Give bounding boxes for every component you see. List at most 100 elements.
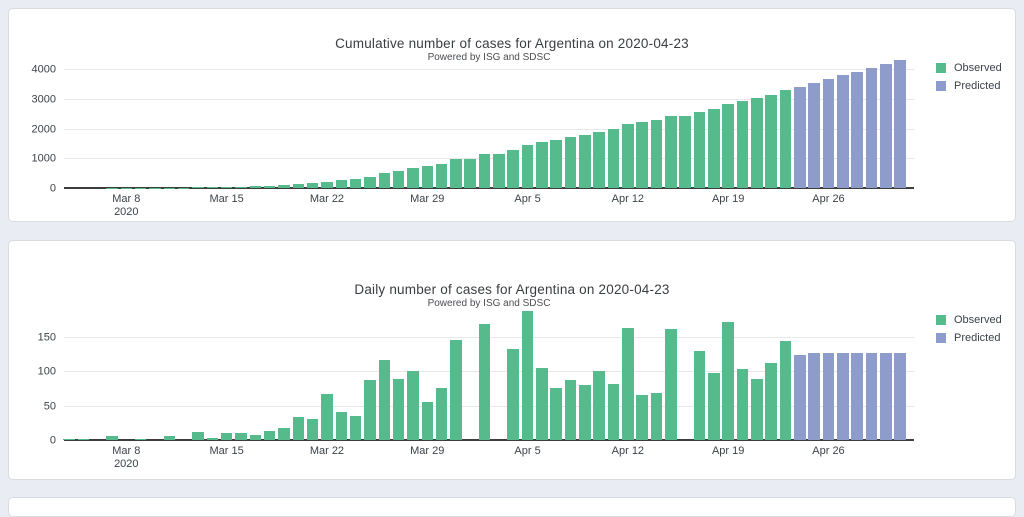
observed-bar[interactable] (407, 371, 419, 440)
predicted-bar[interactable] (894, 60, 906, 188)
predicted-bar[interactable] (866, 353, 878, 440)
observed-bar[interactable] (350, 179, 362, 188)
predicted-bar[interactable] (851, 72, 863, 188)
observed-bar[interactable] (164, 436, 176, 440)
observed-bar[interactable] (636, 395, 648, 440)
observed-bar[interactable] (379, 360, 391, 440)
observed-bar[interactable] (336, 412, 348, 440)
observed-bar[interactable] (751, 98, 763, 188)
predicted-bar[interactable] (808, 353, 820, 440)
observed-bar[interactable] (651, 393, 663, 440)
observed-bar[interactable] (593, 132, 605, 188)
observed-bar[interactable] (608, 129, 620, 188)
observed-bar[interactable] (192, 432, 204, 440)
observed-bar[interactable] (364, 177, 376, 188)
observed-bar[interactable] (608, 384, 620, 440)
observed-bar[interactable] (507, 349, 519, 440)
observed-bar[interactable] (135, 439, 147, 440)
observed-bar[interactable] (751, 379, 763, 440)
observed-bar[interactable] (235, 187, 247, 188)
observed-bar[interactable] (278, 185, 290, 188)
observed-bar[interactable] (364, 380, 376, 440)
observed-bar[interactable] (250, 186, 262, 188)
legend-item-predicted[interactable]: Predicted (936, 77, 1002, 95)
observed-bar[interactable] (436, 388, 448, 440)
observed-bar[interactable] (579, 385, 591, 440)
observed-bar[interactable] (464, 159, 476, 188)
observed-bar[interactable] (278, 428, 290, 440)
observed-bar[interactable] (665, 116, 677, 188)
observed-bar[interactable] (593, 371, 605, 440)
observed-bar[interactable] (379, 173, 391, 188)
legend-item-predicted[interactable]: Predicted (936, 329, 1002, 347)
observed-bar[interactable] (708, 109, 720, 188)
observed-bar[interactable] (679, 116, 691, 188)
observed-bar[interactable] (737, 369, 749, 440)
observed-bar[interactable] (493, 154, 505, 188)
observed-bar[interactable] (694, 351, 706, 440)
observed-bar[interactable] (622, 124, 634, 188)
observed-bar[interactable] (479, 154, 491, 188)
predicted-bar[interactable] (894, 353, 906, 440)
observed-bar[interactable] (207, 187, 219, 188)
predicted-bar[interactable] (880, 64, 892, 188)
observed-bar[interactable] (507, 150, 519, 188)
observed-bar[interactable] (293, 184, 305, 188)
observed-bar[interactable] (450, 340, 462, 440)
observed-bar[interactable] (436, 164, 448, 188)
observed-bar[interactable] (737, 101, 749, 188)
observed-bar[interactable] (722, 104, 734, 188)
observed-bar[interactable] (336, 180, 348, 188)
observed-bar[interactable] (350, 416, 362, 440)
observed-bar[interactable] (307, 419, 319, 440)
observed-bar[interactable] (192, 187, 204, 188)
observed-bar[interactable] (636, 122, 648, 188)
observed-bar[interactable] (78, 439, 90, 440)
observed-bar[interactable] (565, 380, 577, 440)
observed-bar[interactable] (393, 171, 405, 188)
predicted-bar[interactable] (794, 87, 806, 188)
predicted-bar[interactable] (808, 83, 820, 188)
observed-bar[interactable] (780, 90, 792, 188)
observed-bar[interactable] (393, 379, 405, 440)
observed-bar[interactable] (321, 394, 333, 440)
observed-bar[interactable] (450, 159, 462, 188)
observed-bar[interactable] (765, 95, 777, 188)
observed-bar[interactable] (207, 438, 219, 440)
observed-bar[interactable] (422, 402, 434, 440)
observed-bar[interactable] (780, 341, 792, 440)
predicted-bar[interactable] (794, 355, 806, 440)
observed-bar[interactable] (307, 183, 319, 188)
observed-bar[interactable] (622, 328, 634, 440)
observed-bar[interactable] (235, 433, 247, 440)
legend-item-observed[interactable]: Observed (936, 311, 1002, 329)
observed-bar[interactable] (565, 137, 577, 188)
legend-item-observed[interactable]: Observed (936, 59, 1002, 77)
observed-bar[interactable] (651, 120, 663, 188)
observed-bar[interactable] (550, 388, 562, 440)
predicted-bar[interactable] (823, 353, 835, 440)
observed-bar[interactable] (536, 368, 548, 440)
observed-bar[interactable] (321, 182, 333, 189)
observed-bar[interactable] (722, 322, 734, 440)
observed-bar[interactable] (536, 142, 548, 188)
observed-bar[interactable] (550, 140, 562, 188)
observed-bar[interactable] (522, 145, 534, 188)
observed-bar[interactable] (221, 433, 233, 440)
observed-bar[interactable] (665, 329, 677, 440)
predicted-bar[interactable] (880, 353, 892, 440)
observed-bar[interactable] (765, 363, 777, 440)
observed-bar[interactable] (221, 187, 233, 188)
predicted-bar[interactable] (837, 75, 849, 188)
predicted-bar[interactable] (823, 79, 835, 188)
observed-bar[interactable] (694, 112, 706, 188)
predicted-bar[interactable] (837, 353, 849, 440)
observed-bar[interactable] (264, 431, 276, 440)
observed-bar[interactable] (264, 186, 276, 188)
observed-bar[interactable] (479, 324, 491, 440)
observed-bar[interactable] (293, 417, 305, 440)
observed-bar[interactable] (250, 435, 262, 441)
observed-bar[interactable] (522, 311, 534, 440)
observed-bar[interactable] (579, 135, 591, 188)
predicted-bar[interactable] (866, 68, 878, 188)
